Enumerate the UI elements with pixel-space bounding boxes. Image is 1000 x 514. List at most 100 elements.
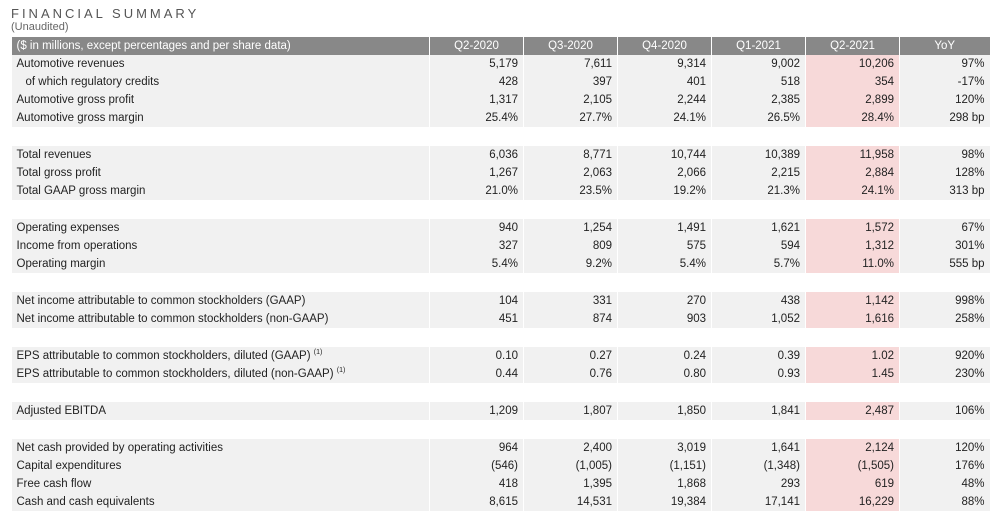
value-cell: 0.24 [617,347,712,365]
value-cell: 0.80 [617,365,712,383]
value-cell: 26.5% [711,109,806,127]
group-spacer [11,200,990,219]
row-label: Automotive revenues [11,55,430,73]
value-cell: 8,771 [523,146,618,164]
yoy-cell: 920% [899,347,990,365]
spacer-cell [11,127,990,146]
table-row: Automotive gross profit 1,317 2,105 2,244 2,… [11,91,990,109]
value-cell: 9,002 [711,55,806,73]
row-label: Free cash flow [11,475,430,493]
column-header-description: ($ in millions, except percentages and p… [11,37,430,55]
value-cell: 451 [429,310,524,328]
highlight-value-cell: 16,229 [805,493,900,511]
row-label-text: Operating margin [16,258,106,270]
page-title: FINANCIAL SUMMARY [11,6,200,21]
highlight-value-cell: 1.45 [805,365,900,383]
value-cell: 5,179 [429,55,524,73]
value-cell: 5.7% [711,255,806,273]
value-cell: 1,317 [429,91,524,109]
value-cell: 14,531 [523,493,618,511]
row-label-text: Operating expenses [16,222,120,234]
row-label-text: Automotive gross profit [16,94,135,106]
group-spacer [11,273,990,292]
yoy-cell: 176% [899,457,990,475]
yoy-cell: 258% [899,310,990,328]
value-cell: 1,052 [711,310,806,328]
highlight-value-cell: 11,958 [805,146,900,164]
row-label-text: Income from operations [16,240,138,252]
value-cell: 3,019 [617,439,712,457]
highlight-value-cell: 11.0% [805,255,900,273]
table-row: Automotive gross margin 25.4% 27.7% 24.1% 26… [11,109,990,127]
table-row: Net cash provided by operating activitie… [11,439,990,457]
table-body: Automotive revenues 5,179 7,611 9,314 9,002 1… [11,55,990,511]
value-cell: 518 [711,73,806,91]
highlight-value-cell: 1,572 [805,219,900,237]
row-label-text: Capital expenditures [16,460,122,472]
table-row: Operating margin 5.4% 9.2% 5.4% 5.7% 11.0% 555… [11,255,990,273]
value-cell: 1,395 [523,475,618,493]
value-cell: 10,744 [617,146,712,164]
table-row: Net income attributable to common stockh… [11,310,990,328]
row-label: Total revenues [11,146,430,164]
value-cell: 1,621 [711,219,806,237]
highlight-value-cell: 354 [805,73,900,91]
table-row: of which regulatory credits 428 397 401 518 3… [11,73,990,91]
value-cell: 5.4% [617,255,712,273]
value-cell: 940 [429,219,524,237]
value-cell: 2,244 [617,91,712,109]
row-label-text: Cash and cash equivalents [16,496,155,508]
table-row: Net income attributable to common stockh… [11,292,990,310]
yoy-cell: 67% [899,219,990,237]
value-cell: 270 [617,292,712,310]
row-label: Net income attributable to common stockh… [11,292,430,310]
value-cell: 418 [429,475,524,493]
value-cell: 964 [429,439,524,457]
table-row: Operating expenses 940 1,254 1,491 1,621 1,57… [11,219,990,237]
highlight-value-cell: 1,312 [805,237,900,255]
value-cell: 1,850 [617,402,712,420]
column-header-q3-2020: Q3-2020 [523,37,618,55]
financial-summary-table: ($ in millions, except percentages and p… [11,37,990,511]
value-cell: 23.5% [523,182,618,200]
yoy-cell: 313 bp [899,182,990,200]
value-cell: 1,254 [523,219,618,237]
value-cell: 19.2% [617,182,712,200]
value-cell: 5.4% [429,255,524,273]
value-cell: 1,841 [711,402,806,420]
highlight-value-cell: (1,505) [805,457,900,475]
row-label-text: EPS attributable to common stockholders,… [16,350,311,362]
highlight-value-cell: 2,487 [805,402,900,420]
table-row: Total GAAP gross margin 21.0% 23.5% 19.2% 21… [11,182,990,200]
value-cell: 2,400 [523,439,618,457]
table-row: Total revenues 6,036 8,771 10,744 10,389 11,9… [11,146,990,164]
value-cell: 401 [617,73,712,91]
yoy-cell: 230% [899,365,990,383]
spacer-cell [11,200,990,219]
value-cell: 104 [429,292,524,310]
highlight-value-cell: 619 [805,475,900,493]
highlight-value-cell: 2,899 [805,91,900,109]
row-label-text: Total gross profit [16,167,101,179]
row-label: Adjusted EBITDA [11,402,430,420]
value-cell: 575 [617,237,712,255]
row-label: Operating margin [11,255,430,273]
value-cell: 1,209 [429,402,524,420]
value-cell: 2,215 [711,164,806,182]
value-cell: 331 [523,292,618,310]
value-cell: 594 [711,237,806,255]
value-cell: 25.4% [429,109,524,127]
row-label-text: Automotive revenues [16,58,125,70]
row-label: Total GAAP gross margin [11,182,430,200]
yoy-cell: 98% [899,146,990,164]
value-cell: 19,384 [617,493,712,511]
value-cell: 293 [711,475,806,493]
value-cell: 809 [523,237,618,255]
highlight-value-cell: 2,884 [805,164,900,182]
yoy-cell: 120% [899,439,990,457]
yoy-cell: 97% [899,55,990,73]
value-cell: 21.3% [711,182,806,200]
column-header-q4-2020: Q4-2020 [617,37,712,55]
row-label: Net cash provided by operating activitie… [11,439,430,457]
highlight-value-cell: 2,124 [805,439,900,457]
